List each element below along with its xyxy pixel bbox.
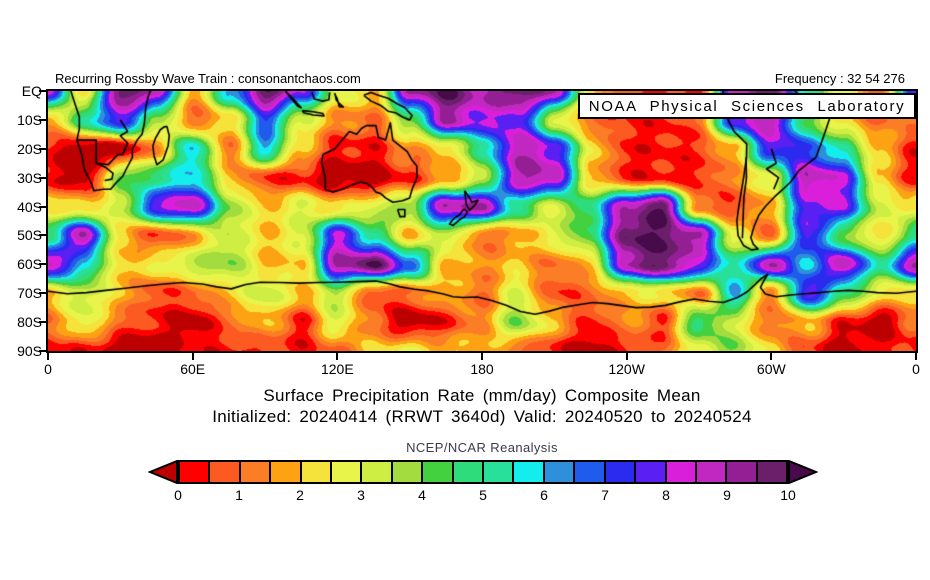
x-tick-mark bbox=[336, 353, 339, 360]
y-tick-mark bbox=[39, 350, 46, 352]
chart-title: Surface Precipitation Rate (mm/day) Comp… bbox=[263, 386, 701, 405]
x-tick-label: 120W bbox=[608, 361, 645, 377]
colorbar-right-arrow-icon bbox=[788, 460, 818, 484]
y-tick-mark bbox=[39, 90, 46, 92]
x-tick-label: 120E bbox=[320, 361, 354, 377]
y-tick-label: 30S bbox=[17, 169, 42, 186]
x-tick-label: 60E bbox=[180, 361, 206, 377]
chart-subtitle: Initialized: 20240414 (RRWT 3640d) Valid… bbox=[212, 407, 752, 426]
source-label: NCEP/NCAR Reanalysis bbox=[406, 440, 558, 455]
colorbar-segment bbox=[544, 462, 576, 482]
colorbar-segment bbox=[362, 462, 393, 482]
plot-frame: NOAA Physical Sciences Laboratory bbox=[46, 89, 918, 353]
colorbar-segment bbox=[514, 462, 545, 482]
y-tick-label: 40S bbox=[17, 198, 42, 215]
colorbar-segments bbox=[178, 460, 788, 484]
y-tick-mark bbox=[39, 234, 46, 237]
y-tick-mark bbox=[39, 147, 46, 150]
colorbar-tick-label: 2 bbox=[296, 487, 304, 503]
colorbar-segment bbox=[271, 462, 302, 482]
y-tick-mark bbox=[39, 176, 46, 179]
y-tick-label: 20S bbox=[17, 140, 42, 157]
colorbar-segment bbox=[484, 462, 515, 482]
y-tick-mark bbox=[39, 292, 46, 295]
colorbar-segment bbox=[332, 462, 363, 482]
y-tick-label: 60S bbox=[17, 256, 42, 273]
colorbar-segment bbox=[453, 462, 485, 482]
y-tick-mark bbox=[39, 118, 46, 121]
header-left-label: Recurring Rossby Wave Train : consonantc… bbox=[55, 71, 361, 86]
colorbar-segment bbox=[605, 462, 637, 482]
noaa-overlay-box: NOAA Physical Sciences Laboratory bbox=[578, 93, 916, 119]
y-tick-mark bbox=[39, 321, 46, 324]
colorbar-tick-label: 1 bbox=[235, 487, 243, 503]
colorbar-segment bbox=[575, 462, 606, 482]
colorbar-segment bbox=[301, 462, 333, 482]
colorbar-segment bbox=[666, 462, 697, 482]
x-tick-mark bbox=[47, 353, 49, 360]
colorbar-left-arrow-icon bbox=[148, 460, 178, 484]
colorbar-tick-label: 3 bbox=[357, 487, 365, 503]
x-tick-label: 60W bbox=[756, 361, 786, 377]
colorbar-segment bbox=[757, 462, 787, 482]
colorbar-tick-label: 7 bbox=[601, 487, 609, 503]
colorbar-tick-label: 0 bbox=[174, 487, 182, 503]
colorbar-segment bbox=[240, 462, 272, 482]
noaa-lab-label: NOAA Physical Sciences Laboratory bbox=[588, 97, 906, 115]
y-tick-label: 70S bbox=[17, 285, 42, 302]
y-tick-mark bbox=[39, 205, 46, 208]
x-tick-mark bbox=[625, 353, 628, 360]
x-tick-mark bbox=[191, 353, 194, 360]
x-tick-mark bbox=[481, 353, 483, 360]
y-tick-label: 90S bbox=[17, 343, 42, 359]
colorbar-segment bbox=[727, 462, 758, 482]
colorbar-segment bbox=[423, 462, 454, 482]
colorbar-tick-label: 8 bbox=[662, 487, 670, 503]
colorbar-tick-label: 5 bbox=[479, 487, 487, 503]
colorbar-segment bbox=[210, 462, 241, 482]
colorbar: 0 1 2 3 4 5 6 7 8 9 10 bbox=[148, 460, 818, 503]
y-tick-label: 80S bbox=[17, 314, 42, 331]
y-tick-label: EQ bbox=[21, 83, 42, 99]
colorbar-tick-label: 10 bbox=[780, 487, 796, 503]
precip-field-canvas bbox=[48, 91, 916, 351]
x-tick-label: 180 bbox=[470, 361, 494, 377]
y-tick-label: 50S bbox=[17, 227, 42, 244]
x-tick-mark bbox=[915, 353, 917, 360]
colorbar-tick-label: 4 bbox=[418, 487, 426, 503]
colorbar-segment bbox=[180, 462, 211, 482]
y-tick-label: 10S bbox=[17, 111, 42, 128]
x-tick-label: 0 bbox=[912, 361, 920, 377]
x-tick-mark bbox=[770, 353, 773, 360]
colorbar-segment bbox=[696, 462, 728, 482]
colorbar-tick-label: 9 bbox=[723, 487, 731, 503]
colorbar-tick-label: 6 bbox=[540, 487, 548, 503]
y-tick-mark bbox=[39, 263, 46, 266]
colorbar-segment bbox=[392, 462, 424, 482]
header-frequency-label: Frequency : 32 54 276 bbox=[774, 71, 905, 86]
x-tick-label: 0 bbox=[44, 361, 52, 377]
colorbar-segment bbox=[636, 462, 667, 482]
